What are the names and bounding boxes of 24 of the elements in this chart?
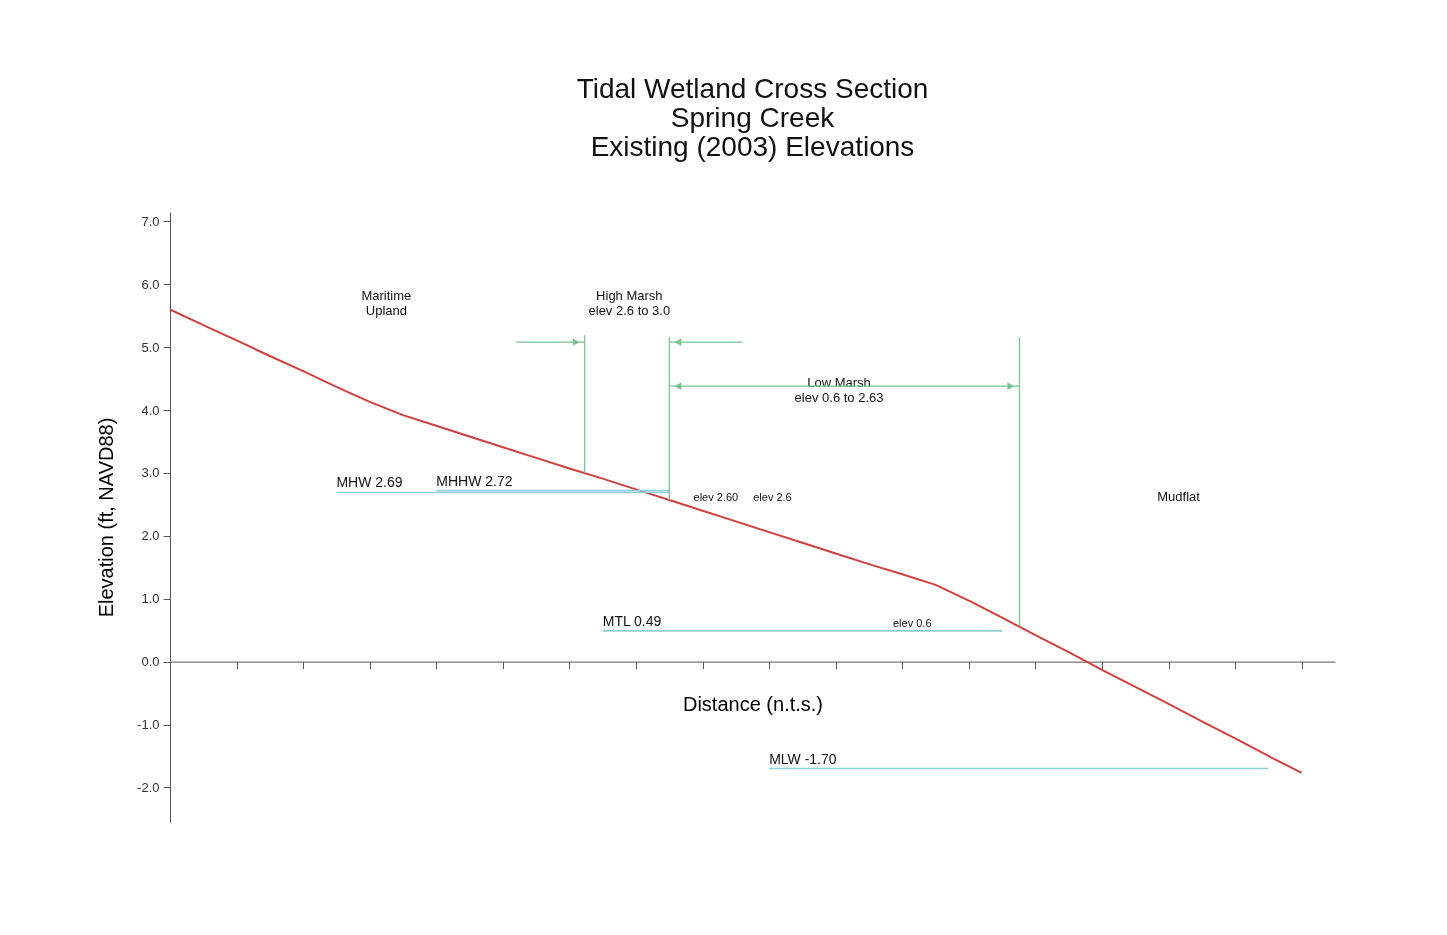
y-tick-label: -1.0 [137, 717, 160, 733]
y-tick-label: 4.0 [141, 402, 160, 418]
y-tick-label: 5.0 [141, 339, 160, 355]
y-tick-label: 3.0 [141, 465, 160, 481]
annotation: Mudflat [1157, 489, 1201, 505]
chart-title: Tidal Wetland Cross Section Spring Creek Existing (2003) Elevations [576, 73, 929, 162]
annotation: elev 0.6 [893, 616, 932, 629]
annotation: elev 2.6 [753, 491, 792, 504]
x-axis-title: Distance (n.t.s.) [682, 693, 824, 716]
series-label: MHW 2.69 [336, 474, 403, 491]
y-tick-label: 2.0 [141, 528, 160, 544]
y-tick-label: 6.0 [141, 276, 160, 292]
annotation: High Marsh elev 2.6 to 3.0 [588, 288, 671, 319]
y-tick-label: 7.0 [141, 213, 160, 229]
series-label: MTL 0.49 [602, 612, 662, 629]
y-tick-label: 1.0 [141, 591, 160, 607]
annotation: Low Marsh elev 0.6 to 2.63 [794, 374, 884, 405]
annotation: elev 2.60 [693, 491, 739, 504]
y-tick-label: -2.0 [137, 779, 160, 795]
series-label: MLW -1.70 [769, 750, 837, 767]
y-tick-label: 0.0 [141, 654, 160, 670]
series-label: MHHW 2.72 [436, 472, 513, 489]
annotation: Maritime Upland [361, 288, 412, 319]
y-axis-title: Elevation (ft, NAVD88) [95, 417, 118, 618]
